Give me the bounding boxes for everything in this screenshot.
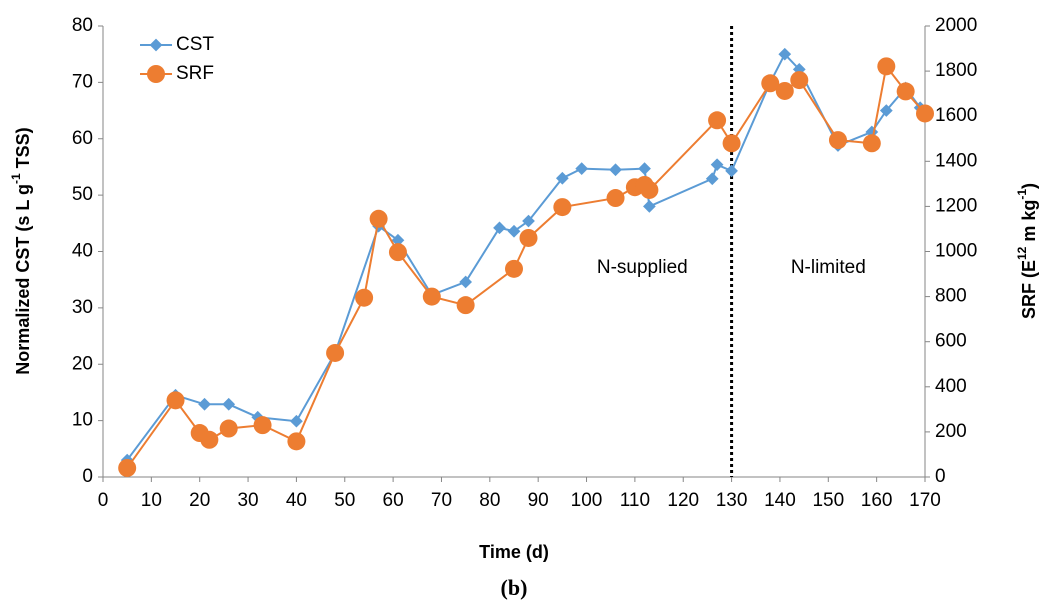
data-point [290,414,303,428]
x-tick-label: 90 [528,490,549,511]
y2-axis-title-part: ) [1019,183,1039,189]
data-point [710,158,724,172]
data-point [916,104,934,123]
data-point [643,200,656,213]
data-point [388,243,407,262]
data-point [198,397,211,411]
x-tick-label: 50 [334,490,355,511]
x-tick-label: 170 [909,490,941,511]
data-point [896,82,915,101]
x-tick-label: 70 [431,490,452,511]
x-tick-label: 0 [98,490,109,511]
data-point [253,416,272,435]
y-tick-label: 80 [72,15,93,36]
y-tick-label: 0 [82,466,93,487]
caption: (b) [501,575,528,600]
data-point [219,419,238,438]
x-tick-label: 120 [667,490,699,511]
y2-tick-label: 600 [935,331,967,352]
data-point [166,391,185,410]
y-axis-title-part: TSS) [13,127,33,173]
data-point [493,221,506,235]
data-point [391,233,405,247]
data-point [422,287,441,306]
data-point [575,162,589,175]
y2-tick-label: 1600 [935,105,977,126]
y2-tick-label: 400 [935,376,967,397]
data-point [369,209,388,228]
y-tick-label: 30 [72,297,93,318]
y2-tick-label: 1200 [935,195,977,216]
y2-tick-label: 800 [935,286,967,307]
x-tick-label: 110 [620,490,650,511]
data-point [775,81,794,100]
data-point [507,224,521,238]
legend-label: CST [176,34,214,55]
y-tick-label: 60 [72,128,93,149]
data-point [459,275,473,289]
x-tick-label: 10 [141,490,162,511]
data-point [705,172,719,186]
y2-axis-title-part: SRF (E [1019,260,1039,319]
y-tick-label: 10 [72,410,93,431]
x-tick-label: 130 [716,490,748,511]
x-axis-title: Time (d) [479,542,549,562]
data-point [638,162,651,175]
y-axis-title-sup: -1 [9,173,23,184]
annotation: N-limited [791,257,866,278]
x-tick-label: 40 [286,490,307,511]
data-point [877,57,896,76]
legend-label: SRF [176,63,214,84]
y2-tick-label: 1000 [935,241,977,262]
legend-marker [149,38,163,52]
data-point [640,180,659,199]
data-point [609,163,622,177]
y2-axis-title-part: m kg [1019,200,1039,247]
y2-tick-label: 200 [935,421,967,442]
data-point [355,288,374,307]
x-tick-label: 150 [812,490,844,511]
data-point [326,343,345,362]
x-tick-label: 60 [383,490,404,511]
x-tick-label: 140 [764,490,796,511]
data-point [725,164,738,178]
y-tick-label: 70 [72,71,93,92]
data-point [519,228,538,247]
y2-axis-title-sup: 12 [1015,246,1029,260]
legend-marker [147,65,165,83]
data-point [708,111,727,130]
data-point [200,430,219,449]
data-point [118,458,137,477]
y-tick-label: 20 [72,353,93,374]
y2-axis-title: SRF (E12 m kg-1) [1015,183,1039,319]
data-point [553,198,572,217]
y2-axis-title-sup: -1 [1015,189,1029,200]
data-point [287,432,306,451]
annotation: N-supplied [597,257,688,278]
data-point [761,74,780,93]
y-tick-label: 50 [72,184,93,205]
y2-tick-label: 1800 [935,60,977,81]
data-point [456,296,475,315]
x-tick-label: 80 [479,490,500,511]
data-point [606,189,625,208]
y2-tick-label: 1400 [935,150,977,171]
data-point [722,134,741,153]
x-tick-label: 160 [861,490,893,511]
y2-tick-label: 0 [935,466,946,487]
data-point [505,259,523,278]
y-axis-title-part: Normalized CST (s L g [13,184,33,375]
x-tick-label: 30 [237,490,258,511]
x-tick-label: 20 [189,490,210,511]
data-point [790,71,809,90]
data-point [862,134,881,153]
data-point [222,397,236,411]
y2-tick-label: 2000 [935,15,977,36]
data-point [828,131,847,150]
y-tick-label: 40 [72,241,93,262]
x-tick-label: 100 [571,490,603,511]
y-axis-title: Normalized CST (s L g-1 TSS) [9,127,33,374]
